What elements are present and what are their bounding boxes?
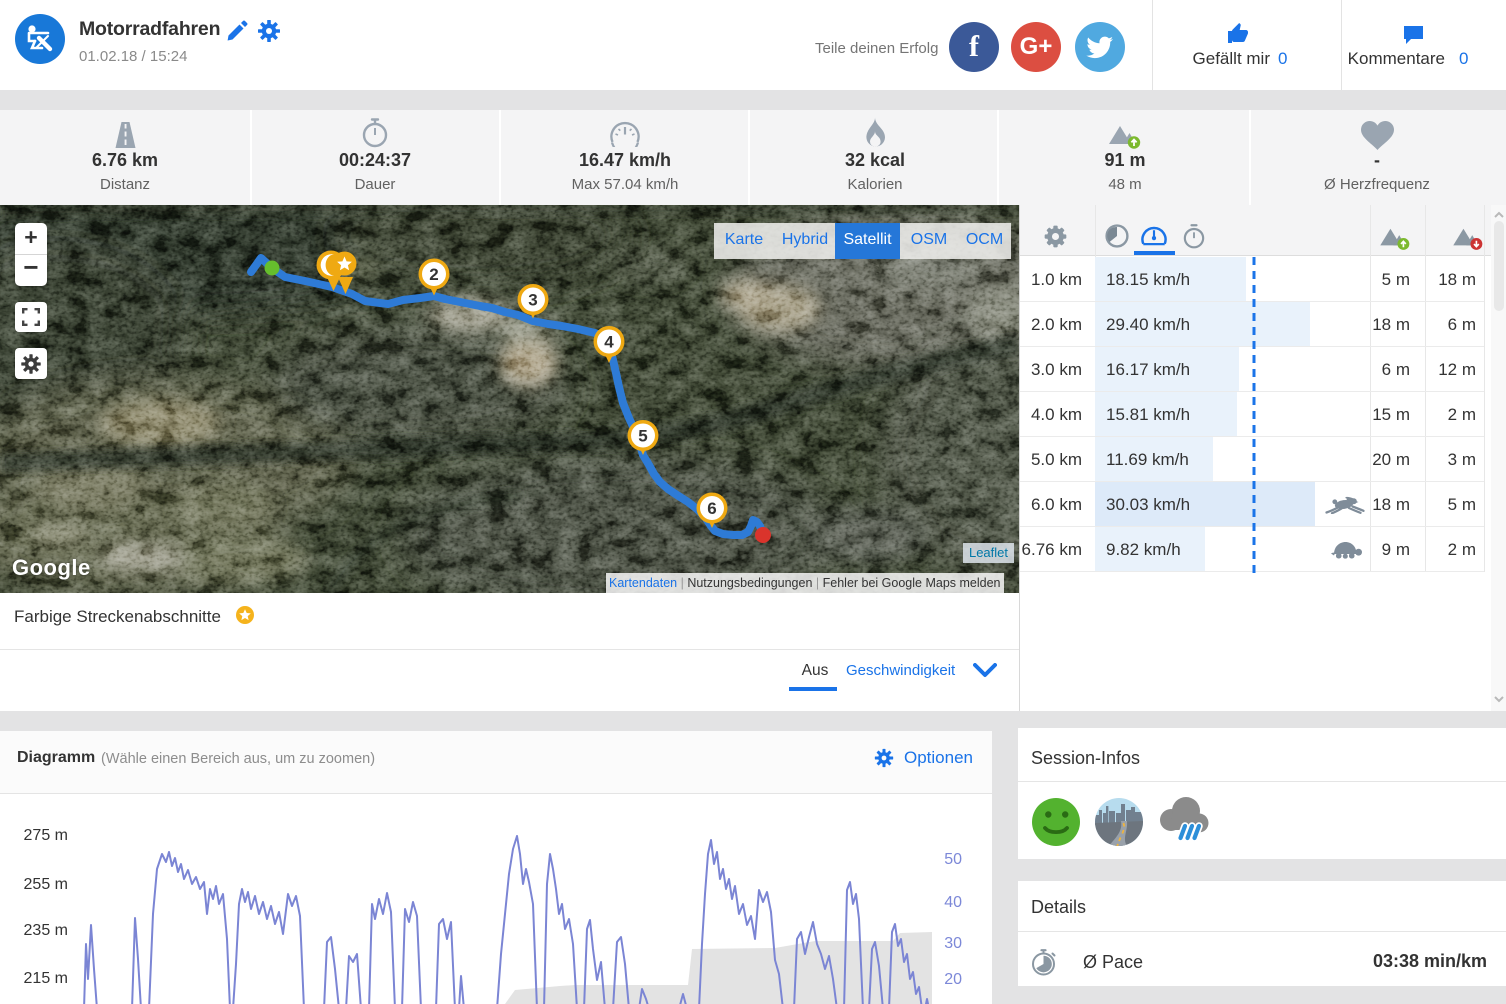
svg-text:5: 5: [638, 427, 647, 446]
svg-text:3: 3: [528, 291, 537, 310]
svg-text:4: 4: [604, 333, 614, 352]
svg-text:6: 6: [707, 499, 716, 518]
svg-text:2: 2: [429, 265, 438, 284]
